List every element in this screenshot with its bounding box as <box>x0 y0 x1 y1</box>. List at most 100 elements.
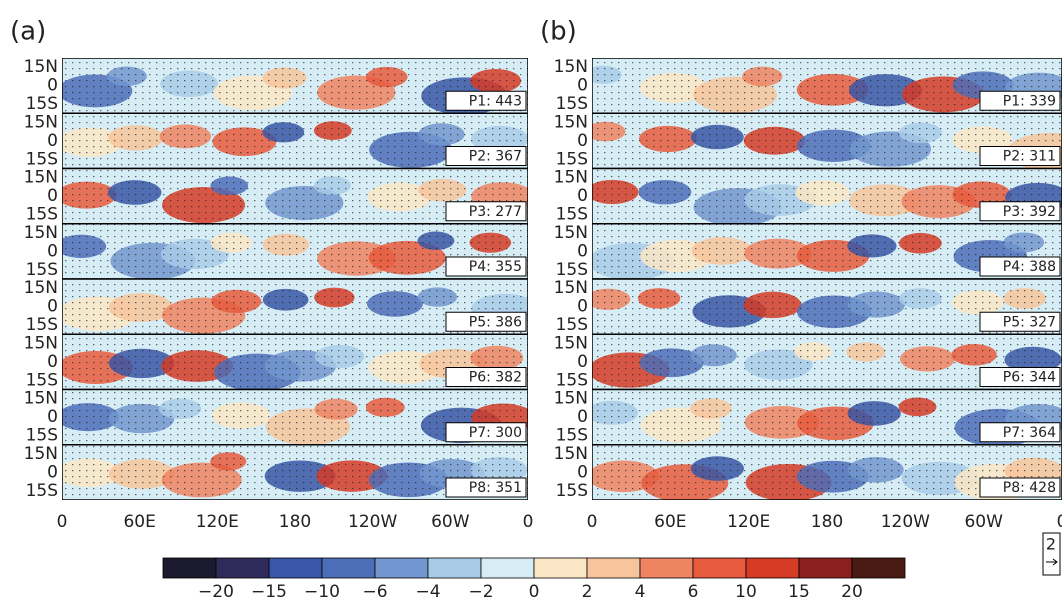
lat-label: 15N <box>554 223 588 243</box>
lon-label: 180 <box>811 512 843 532</box>
lat-label: 15S <box>26 315 58 335</box>
colorbar-box <box>480 557 535 579</box>
lat-label: 15S <box>26 149 58 169</box>
panel-label: (b) <box>540 17 577 47</box>
lat-label: 15N <box>24 57 58 77</box>
tag-box <box>445 256 527 277</box>
colorbar-label: 4 <box>635 582 646 602</box>
row-tag: P2: 367 <box>469 149 522 165</box>
lat-label: 15S <box>26 370 58 390</box>
lon-label: 0 <box>57 512 68 532</box>
row-tag: P1: 443 <box>469 93 522 109</box>
row-tag: P4: 388 <box>1003 259 1056 275</box>
row-tag: P8: 428 <box>1003 480 1056 496</box>
row-tag: P6: 344 <box>1003 370 1056 386</box>
tag-box <box>445 90 527 111</box>
colorbar-label: −2 <box>468 582 493 602</box>
row-tag: P4: 355 <box>469 259 522 275</box>
tag-box <box>979 311 1061 332</box>
row-tag: P5: 327 <box>1003 314 1056 330</box>
colorbar-box <box>798 557 853 579</box>
colorbar-box <box>533 557 588 579</box>
lon-label: 0 <box>1057 512 1062 532</box>
lat-label: 0 <box>47 186 58 206</box>
reference-vector: 2 <box>1042 532 1061 576</box>
colorbar-box <box>851 557 906 579</box>
lat-label: 15S <box>26 260 58 280</box>
lat-label: 15N <box>24 223 58 243</box>
lat-label: 15S <box>26 205 58 225</box>
row-tag: P8: 351 <box>469 480 522 496</box>
row-tag: P7: 364 <box>1003 425 1056 441</box>
lon-label: 0 <box>587 512 598 532</box>
lat-label: 15S <box>556 149 588 169</box>
lat-label: 15S <box>556 205 588 225</box>
colorbar-label: 2 <box>582 582 593 602</box>
colorbar-box <box>321 557 376 579</box>
colorbar-label: 15 <box>788 582 810 602</box>
lat-label: 15S <box>556 94 588 114</box>
tag-box <box>445 477 527 498</box>
lon-label: 120W <box>348 512 397 532</box>
lat-label: 15N <box>24 444 58 464</box>
reference-vector-label: 2 <box>1046 535 1056 554</box>
lat-label: 15N <box>24 389 58 409</box>
row-tag: P5: 386 <box>469 314 522 330</box>
lat-label: 15N <box>554 168 588 188</box>
lat-label: 15N <box>554 112 588 132</box>
lat-label: 15S <box>556 370 588 390</box>
lat-label: 15N <box>24 278 58 298</box>
map-panel: P1: 339 P2: 311 P3: 392 P4: 388 P5: 327 P6: 3… <box>592 58 1062 500</box>
colorbar-box <box>586 557 641 579</box>
colorbar-box <box>268 557 323 579</box>
lat-label: 15N <box>24 168 58 188</box>
row-tag: P3: 392 <box>1003 204 1056 220</box>
lat-label: 0 <box>577 76 588 96</box>
lat-label: 15N <box>554 57 588 77</box>
lon-label: 120E <box>727 512 770 532</box>
lat-label: 15N <box>554 278 588 298</box>
colorbar-label: 6 <box>688 582 699 602</box>
lat-label: 0 <box>47 131 58 151</box>
lon-label: 120W <box>881 512 930 532</box>
lat-label: 0 <box>47 407 58 427</box>
map-panel: P1: 443 P2: 367 P3: 277 P4: 355 P5: 386 P6: 3… <box>62 58 528 500</box>
lat-label: 0 <box>577 186 588 206</box>
lat-label: 0 <box>577 352 588 372</box>
tag-box <box>445 311 527 332</box>
lat-label: 0 <box>577 407 588 427</box>
colorbar-box <box>215 557 270 579</box>
lon-label: 120E <box>196 512 239 532</box>
colorbar-box <box>427 557 482 579</box>
lon-label: 0 <box>523 512 534 532</box>
colorbar-label: 10 <box>735 582 757 602</box>
lat-label: 0 <box>577 241 588 261</box>
colorbar-label: −20 <box>198 582 234 602</box>
tag-box <box>979 256 1061 277</box>
row-tag: P2: 311 <box>1003 149 1056 165</box>
colorbar-box <box>162 557 217 579</box>
lon-label: 60W <box>964 512 1003 532</box>
tag-box <box>445 146 527 166</box>
lat-label: 0 <box>47 76 58 96</box>
panel-label: (a) <box>10 17 46 47</box>
colorbar-label: −4 <box>415 582 440 602</box>
tag-box <box>445 422 527 443</box>
lat-label: 0 <box>47 241 58 261</box>
lon-label: 60E <box>654 512 686 532</box>
colorbar-label: 20 <box>841 582 863 602</box>
row-tag: P1: 339 <box>1003 93 1056 109</box>
tag-box <box>445 201 527 222</box>
tag-box <box>979 201 1061 222</box>
tag-box <box>979 422 1061 443</box>
lon-label: 180 <box>279 512 311 532</box>
lat-label: 15S <box>26 426 58 446</box>
colorbar-label: −10 <box>304 582 340 602</box>
colorbar-box <box>692 557 747 579</box>
lat-label: 15S <box>556 260 588 280</box>
tag-box <box>979 367 1061 387</box>
tag-box <box>979 90 1061 111</box>
lon-label: 60W <box>431 512 470 532</box>
lat-label: 15S <box>26 94 58 114</box>
